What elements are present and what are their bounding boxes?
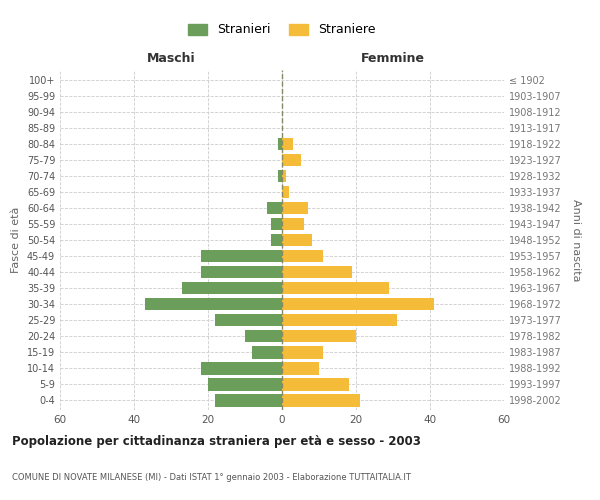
- Bar: [271, 234, 282, 246]
- Bar: [282, 362, 319, 374]
- Y-axis label: Anni di nascita: Anni di nascita: [571, 198, 581, 281]
- Bar: [278, 170, 282, 182]
- Bar: [282, 378, 349, 390]
- Bar: [282, 138, 293, 150]
- Bar: [208, 378, 282, 390]
- Bar: [278, 138, 282, 150]
- Bar: [245, 330, 282, 342]
- Legend: Stranieri, Straniere: Stranieri, Straniere: [184, 18, 380, 42]
- Bar: [282, 202, 308, 214]
- Bar: [145, 298, 282, 310]
- Bar: [282, 394, 360, 406]
- Bar: [182, 282, 282, 294]
- Bar: [282, 266, 352, 278]
- Bar: [215, 314, 282, 326]
- Bar: [267, 202, 282, 214]
- Bar: [282, 346, 323, 358]
- Text: Popolazione per cittadinanza straniera per età e sesso - 2003: Popolazione per cittadinanza straniera p…: [12, 435, 421, 448]
- Bar: [282, 170, 286, 182]
- Bar: [200, 250, 282, 262]
- Bar: [282, 298, 434, 310]
- Bar: [253, 346, 282, 358]
- Bar: [282, 250, 323, 262]
- Y-axis label: Fasce di età: Fasce di età: [11, 207, 21, 273]
- Bar: [200, 362, 282, 374]
- Text: Femmine: Femmine: [361, 52, 425, 65]
- Bar: [282, 154, 301, 166]
- Bar: [200, 266, 282, 278]
- Bar: [215, 394, 282, 406]
- Bar: [271, 218, 282, 230]
- Bar: [282, 218, 304, 230]
- Bar: [282, 314, 397, 326]
- Text: Maschi: Maschi: [146, 52, 196, 65]
- Bar: [282, 234, 311, 246]
- Text: COMUNE DI NOVATE MILANESE (MI) - Dati ISTAT 1° gennaio 2003 - Elaborazione TUTTA: COMUNE DI NOVATE MILANESE (MI) - Dati IS…: [12, 473, 411, 482]
- Bar: [282, 282, 389, 294]
- Bar: [282, 330, 356, 342]
- Bar: [282, 186, 289, 198]
